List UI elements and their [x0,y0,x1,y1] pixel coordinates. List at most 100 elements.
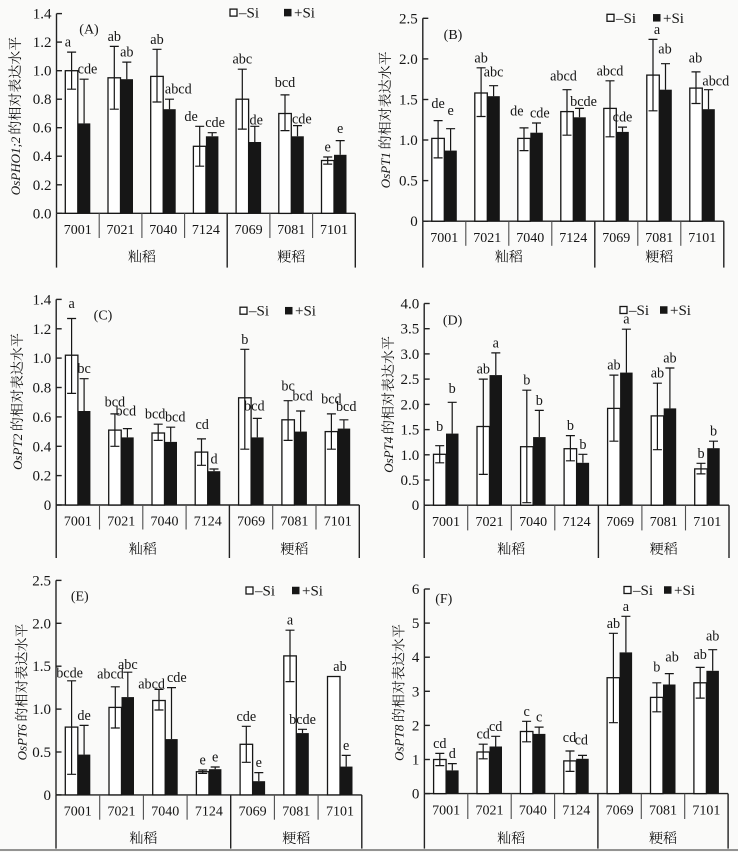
svg-text:bcd: bcd [105,394,126,410]
svg-text:7069: 7069 [606,515,634,530]
svg-text:d: d [449,746,456,762]
svg-text:abcd: abcd [138,676,165,692]
svg-text:–Si: –Si [615,11,636,27]
svg-text:7021: 7021 [476,515,504,530]
svg-text:0.5: 0.5 [32,745,51,761]
svg-text:cde: cde [78,62,98,78]
svg-text:7021: 7021 [107,223,135,238]
svg-text:OsPT2: OsPT2 [10,433,25,470]
svg-text:1.5: 1.5 [399,93,418,109]
svg-text:e: e [337,121,343,137]
svg-text:1.0: 1.0 [33,64,52,80]
svg-text:1.2: 1.2 [33,35,52,51]
svg-text:7101: 7101 [324,515,352,530]
svg-text:de: de [510,103,523,119]
svg-text:bcd: bcd [165,410,186,426]
svg-text:bcd: bcd [292,388,313,404]
svg-text:e: e [343,738,349,754]
svg-text:b: b [710,424,717,440]
svg-text:OsPHO1;2: OsPHO1;2 [8,136,23,195]
svg-text:7101: 7101 [693,515,721,530]
svg-text:a: a [623,312,630,328]
svg-text:7069: 7069 [237,515,265,530]
svg-text:de: de [77,708,90,724]
svg-text:b: b [536,393,543,409]
svg-text:1: 1 [412,753,420,769]
svg-text:+Si: +Si [294,6,315,22]
svg-text:bcd: bcd [116,404,137,420]
svg-text:7101: 7101 [692,804,720,819]
svg-text:c: c [523,704,529,720]
svg-text:7081: 7081 [650,515,678,530]
svg-text:bcde: bcde [56,666,83,682]
svg-text:cd: cd [575,733,588,749]
svg-text:5: 5 [412,616,420,632]
svg-text:b: b [567,418,574,434]
svg-text:2.0: 2.0 [399,52,418,68]
svg-text:1.0: 1.0 [32,351,51,367]
svg-text:7001: 7001 [432,804,460,819]
svg-text:1.5: 1.5 [400,423,419,439]
svg-text:abc: abc [232,52,252,68]
svg-text:7101: 7101 [320,223,348,238]
svg-text:0.6: 0.6 [33,121,52,137]
svg-text:cd: cd [195,417,208,433]
svg-text:(B): (B) [444,28,463,43]
svg-text:1.2: 1.2 [32,322,51,338]
svg-text:abc: abc [484,64,504,80]
svg-text:1.5: 1.5 [32,659,51,675]
svg-text:7001: 7001 [432,515,460,530]
svg-text:7124: 7124 [562,804,590,819]
svg-text:ab: ab [658,42,671,58]
svg-text:2.0: 2.0 [400,397,419,413]
svg-text:0.5: 0.5 [399,174,418,190]
svg-text:7081: 7081 [645,231,673,246]
svg-text:a: a [287,613,294,629]
svg-text:bc: bc [281,379,294,395]
svg-text:7040: 7040 [149,223,177,238]
svg-text:b: b [241,332,248,348]
svg-text:OsPT1: OsPT1 [378,152,393,188]
svg-text:7069: 7069 [239,805,267,820]
svg-text:0.6: 0.6 [32,410,51,426]
svg-text:+Si: +Si [674,583,695,599]
svg-text:–Si: –Si [248,304,269,320]
svg-text:ab: ab [693,647,706,663]
svg-text:7081: 7081 [277,223,305,238]
svg-text:b: b [436,419,443,435]
svg-text:0.4: 0.4 [33,149,52,165]
svg-text:2.5: 2.5 [400,372,419,388]
svg-text:7081: 7081 [649,804,677,819]
svg-text:0.2: 0.2 [33,178,52,194]
svg-text:0: 0 [44,788,52,804]
svg-text:ab: ab [150,32,163,48]
svg-text:ab: ab [607,358,620,374]
svg-text:7124: 7124 [192,223,220,238]
svg-text:7069: 7069 [602,231,630,246]
svg-text:1.4: 1.4 [33,7,52,23]
svg-text:(C): (C) [94,309,113,324]
svg-text:bc: bc [77,361,90,377]
svg-text:e: e [200,753,206,769]
svg-text:a: a [623,599,630,615]
svg-text:cde: cde [292,112,312,128]
svg-text:7040: 7040 [151,805,179,820]
svg-text:b: b [697,446,704,462]
svg-text:2: 2 [412,718,420,734]
svg-text:7040: 7040 [151,515,179,530]
svg-text:(D): (D) [443,313,463,328]
svg-text:(E): (E) [71,590,89,605]
svg-text:0: 0 [412,787,420,803]
svg-text:b: b [449,381,456,397]
svg-text:cde: cde [205,115,225,131]
svg-text:(A): (A) [79,23,99,38]
svg-text:e: e [256,755,262,771]
svg-text:e: e [325,140,331,156]
svg-text:7081: 7081 [280,515,308,530]
svg-text:b: b [653,660,660,676]
svg-text:de: de [431,96,444,112]
svg-text:a: a [68,296,75,312]
svg-text:7040: 7040 [516,231,544,246]
svg-text:7069: 7069 [235,223,263,238]
svg-text:7124: 7124 [195,805,223,820]
